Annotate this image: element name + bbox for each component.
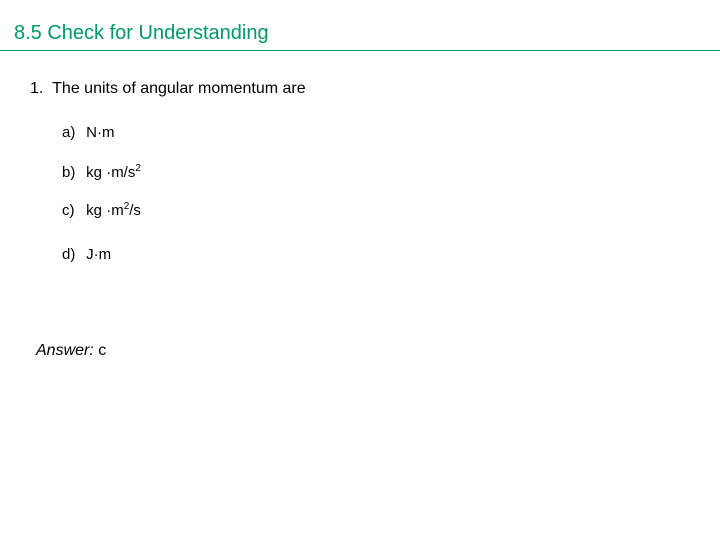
slide: 8.5 Check for Understanding 1. The units… <box>0 0 720 540</box>
option-b: b) kg ·m/s2 <box>62 164 141 181</box>
option-letter: c) <box>62 202 82 219</box>
option-letter: a) <box>62 124 82 141</box>
option-d: d) J·m <box>62 246 111 263</box>
option-letter: d) <box>62 246 82 263</box>
option-a: a) N·m <box>62 124 115 141</box>
answer-value: c <box>94 342 106 359</box>
question-number: 1. <box>30 80 48 98</box>
answer-label: Answer: <box>36 342 94 359</box>
heading-underline <box>0 50 720 51</box>
option-letter: b) <box>62 164 82 181</box>
section-heading: 8.5 Check for Understanding <box>14 22 269 45</box>
option-text: J·m <box>86 246 111 263</box>
question-text: The units of angular momentum are <box>52 80 305 97</box>
option-c: c) kg ·m2/s <box>62 202 141 219</box>
option-text: N·m <box>86 124 114 141</box>
answer-line: Answer: c <box>36 342 106 360</box>
question-1: 1. The units of angular momentum are <box>30 80 306 98</box>
option-text: kg ·m2/s <box>86 202 141 219</box>
option-text: kg ·m/s2 <box>86 164 141 181</box>
